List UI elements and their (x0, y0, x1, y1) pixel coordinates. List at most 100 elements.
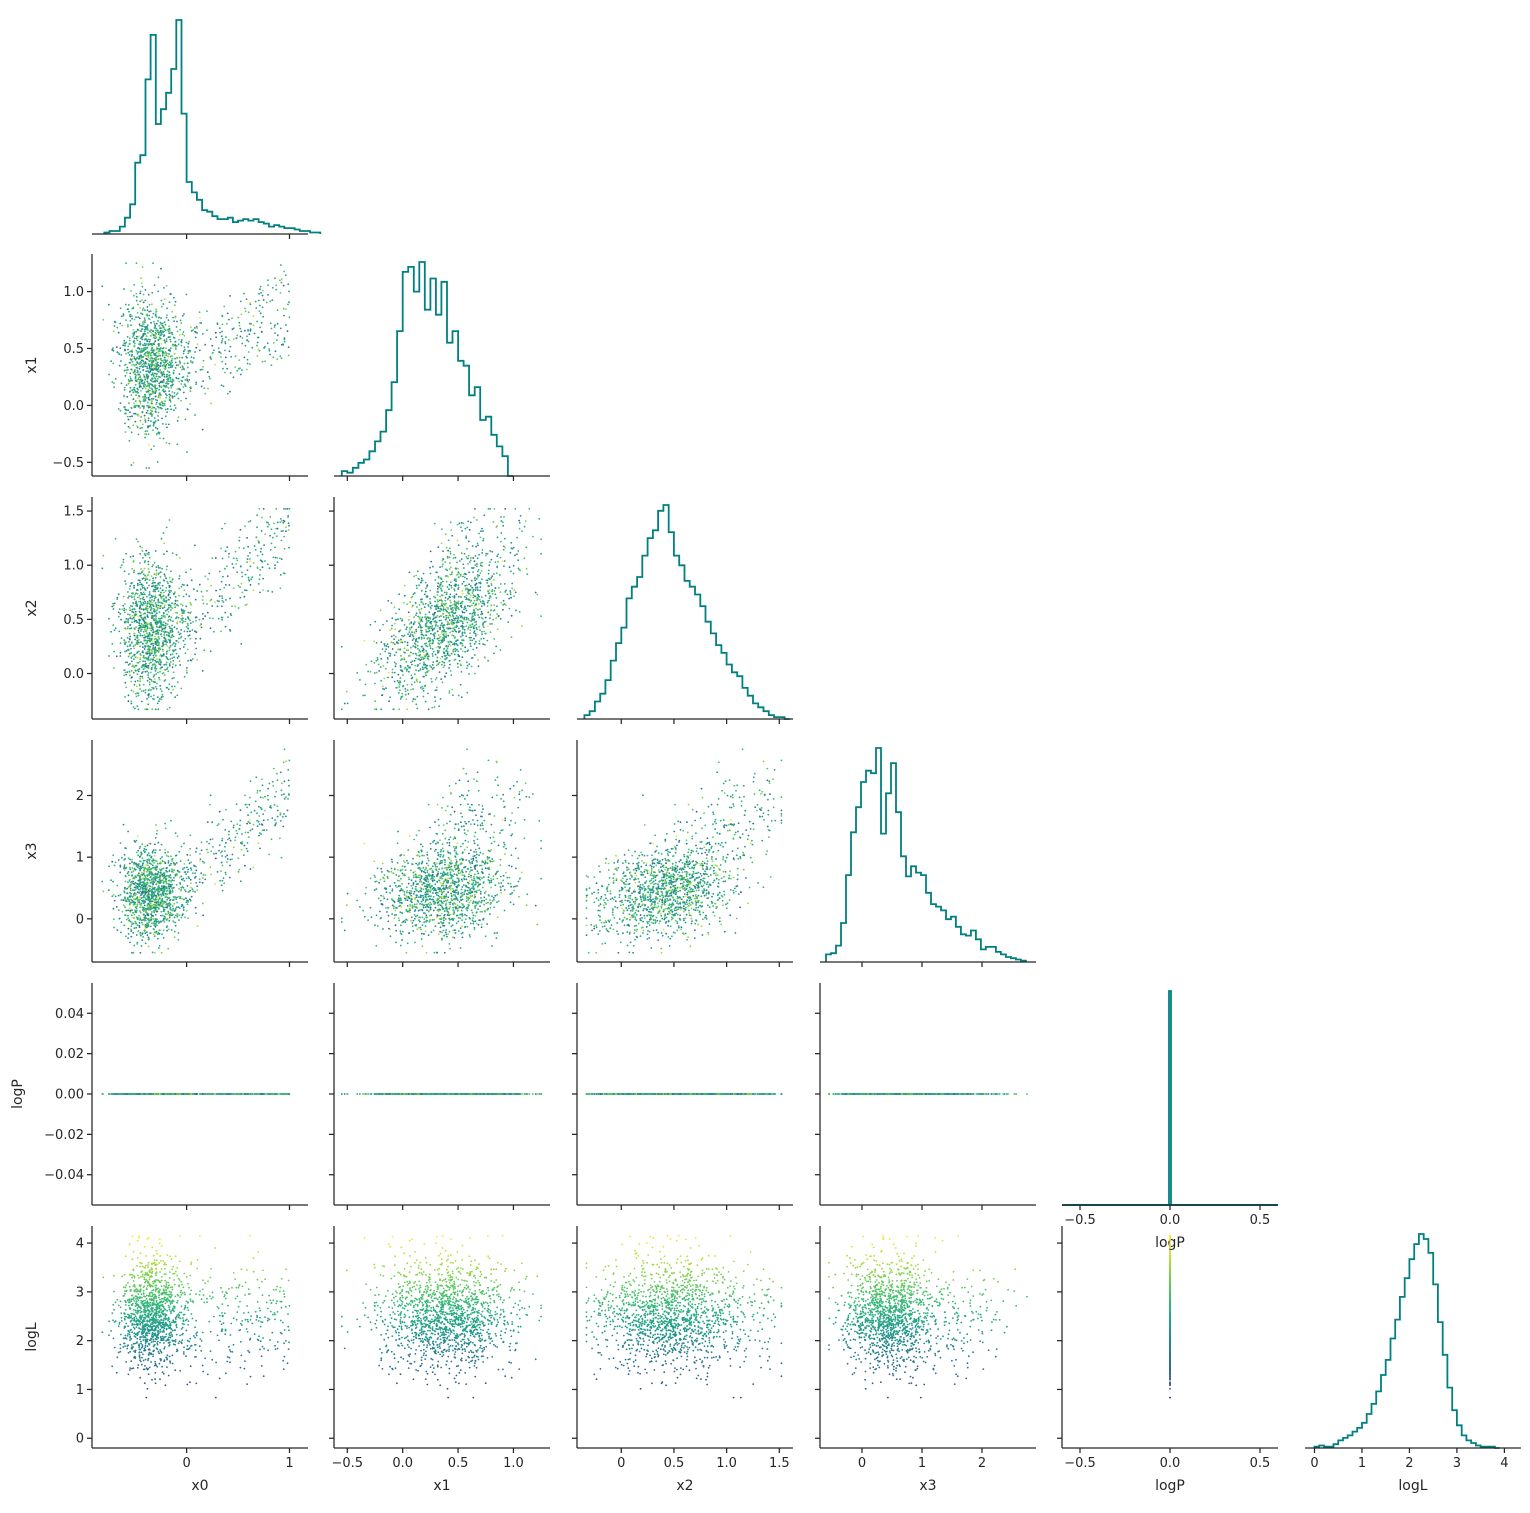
scatter-point (385, 687, 387, 690)
scatter-point (127, 418, 130, 421)
scatter-point (480, 596, 483, 599)
scatter-point (176, 420, 179, 422)
scatter-point (176, 357, 179, 360)
scatter-point (189, 867, 192, 870)
scatter-point (461, 590, 464, 592)
scatter-point (502, 599, 505, 602)
scatter-point (136, 657, 139, 659)
scatter-point (279, 587, 282, 590)
scatter-point (422, 603, 425, 606)
scatter-point (142, 608, 145, 611)
scatter-point (141, 857, 144, 860)
scatter-point (127, 325, 129, 328)
scatter-point (453, 553, 455, 556)
scatter-point (176, 388, 179, 390)
scatter-point (130, 689, 133, 692)
scatter-point (273, 326, 276, 328)
scatter-point (437, 663, 440, 665)
scatter-point (185, 625, 188, 628)
scatter-point (415, 574, 417, 577)
scatter-point (386, 643, 389, 645)
scatter-point (239, 586, 241, 589)
scatter-point (440, 609, 443, 611)
scatter-point (139, 597, 142, 600)
scatter-point (429, 589, 432, 592)
scatter-point (131, 610, 134, 613)
scatter-point (144, 433, 146, 435)
scatter-point (439, 658, 442, 660)
scatter-point (168, 649, 171, 652)
scatter-point (179, 328, 182, 331)
scatter-point (489, 631, 492, 633)
scatter-point (416, 587, 418, 590)
scatter-point (455, 630, 458, 633)
scatter-point (283, 748, 286, 751)
scatter-point (453, 628, 456, 631)
scatter-point (519, 515, 522, 517)
scatter-point (382, 687, 384, 690)
scatter-point (237, 607, 240, 609)
scatter-point (183, 898, 185, 901)
scatter-point (401, 670, 404, 673)
scatter-point (454, 556, 457, 559)
scatter-point (129, 616, 132, 619)
scatter-point (479, 629, 481, 631)
scatter-point (127, 402, 130, 405)
scatter-point (221, 360, 224, 363)
scatter-point (246, 362, 249, 365)
scatter-point (431, 648, 434, 650)
scatter-point (123, 669, 126, 672)
scatter-point (152, 577, 155, 580)
scatter-point (475, 582, 478, 585)
scatter-point (220, 630, 222, 633)
scatter-point (258, 508, 261, 510)
scatter-point (283, 340, 286, 343)
scatter-point (148, 389, 151, 392)
scatter-point (538, 518, 541, 520)
scatter-point (444, 619, 447, 621)
scatter-point (127, 881, 129, 883)
scatter-point (434, 616, 437, 619)
scatter-point (166, 645, 169, 647)
scatter-point (183, 643, 186, 646)
scatter-point (154, 665, 157, 667)
scatter-point (135, 600, 138, 603)
scatter-point (436, 650, 439, 652)
scatter-point (251, 346, 254, 349)
scatter-point (136, 639, 139, 642)
scatter-point (378, 670, 380, 672)
scatter-point (127, 573, 130, 575)
scatter-point (164, 329, 167, 332)
scatter-point (540, 538, 542, 541)
scatter-point (450, 607, 452, 610)
scatter-point (160, 633, 163, 636)
scatter-point (147, 390, 150, 393)
scatter-point (478, 553, 480, 556)
scatter-point (139, 614, 142, 617)
scatter-point (189, 630, 191, 633)
scatter-point (136, 397, 139, 400)
scatter-point (427, 605, 430, 607)
scatter-point (514, 554, 516, 557)
scatter-point (457, 650, 460, 653)
scatter-point (159, 406, 162, 409)
scatter-point (168, 607, 170, 609)
scatter-point (123, 674, 125, 677)
scatter-point (219, 331, 222, 334)
scatter-point (171, 578, 174, 581)
scatter-point (196, 590, 199, 592)
scatter-point (410, 626, 413, 629)
scatter-point (167, 379, 170, 382)
scatter-point (211, 344, 214, 347)
scatter-point (160, 596, 163, 599)
scatter-point (386, 661, 389, 664)
scatter-point (194, 642, 197, 644)
scatter-point (412, 652, 415, 655)
scatter-point (147, 425, 150, 428)
scatter-point (164, 323, 167, 326)
scatter-point (267, 279, 269, 282)
scatter-point (488, 592, 491, 595)
scatter-point (157, 920, 160, 923)
scatter-point (221, 338, 224, 340)
scatter-point (255, 776, 258, 779)
